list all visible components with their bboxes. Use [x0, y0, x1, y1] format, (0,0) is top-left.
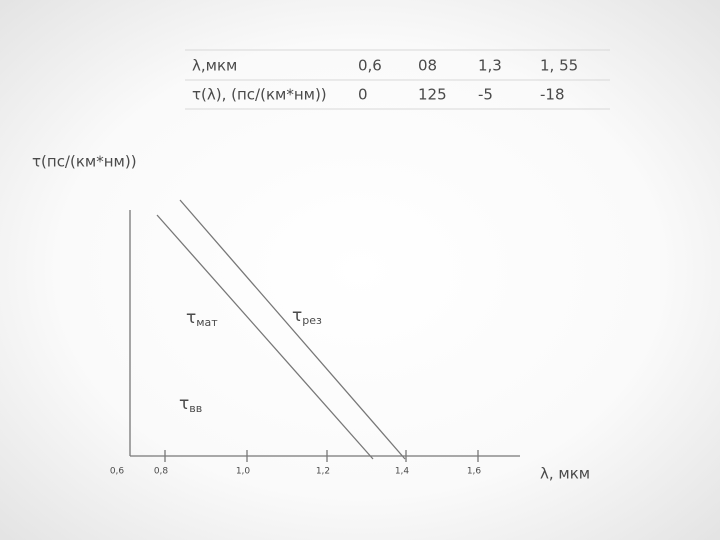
- table-cell: τ(λ), (пс/(км*нм)): [192, 86, 327, 104]
- curve-subscript: рез: [302, 314, 322, 327]
- curve-symbol: τ: [186, 308, 196, 328]
- curve-label: τрез: [292, 306, 322, 327]
- curve-line: [156, 214, 374, 460]
- x-tick-label: 1,0: [236, 467, 251, 477]
- y-axis-label: τ(пс/(км*нм)): [32, 153, 137, 171]
- curve-line: [179, 199, 406, 460]
- table-cell: 0,6: [358, 57, 382, 75]
- x-tick-label: 0,8: [154, 467, 169, 477]
- x-tick-label: 0,6: [110, 467, 125, 477]
- curve-subscript: мат: [196, 316, 218, 329]
- table-cell: -18: [540, 86, 565, 104]
- table: [185, 49, 610, 110]
- table-cell: -5: [478, 86, 493, 104]
- curve-subscript: вв: [189, 402, 202, 415]
- curve-symbol: τ: [179, 394, 189, 414]
- x-tick-label: 1,2: [316, 467, 330, 477]
- table-cell: λ,мкм: [192, 57, 237, 75]
- table-cell: 1, 55: [540, 57, 578, 75]
- table-cell: 0: [358, 86, 368, 104]
- curve-label: τмат: [186, 308, 218, 329]
- table-cell: 125: [418, 86, 447, 104]
- x-axis-label: λ, мкм: [540, 465, 590, 483]
- x-tick-label: 1,6: [467, 467, 482, 477]
- table-cell: 1,3: [478, 57, 502, 75]
- curve-label: τвв: [179, 394, 202, 415]
- table-cell: 08: [418, 57, 437, 75]
- curve-symbol: τ: [292, 306, 302, 326]
- x-tick-label: 1,4: [395, 467, 410, 477]
